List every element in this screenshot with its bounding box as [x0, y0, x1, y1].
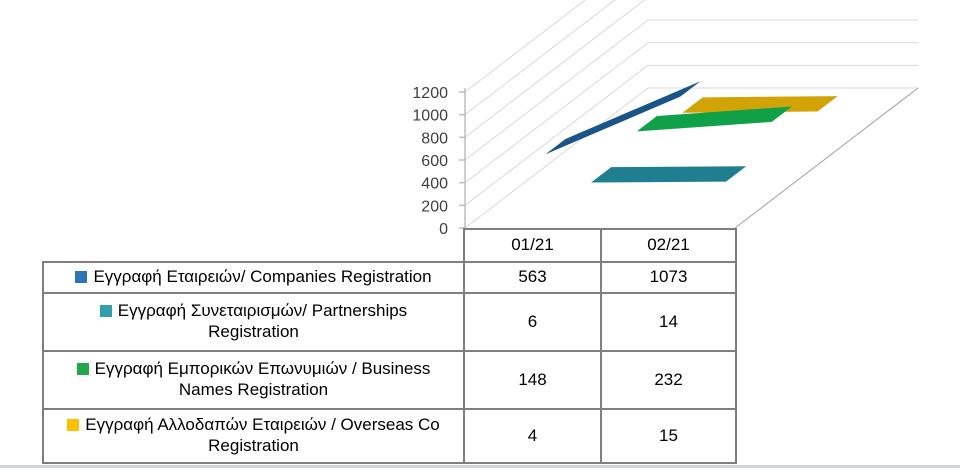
y-axis-tick-label: 1200 [412, 85, 448, 102]
value-overseas-co-0221: 15 [600, 408, 737, 464]
chart-data-table: 01/21 02/21 Εγγραφή Εταιρειών/ Companies… [42, 228, 737, 464]
value-business-names-0121: 148 [463, 350, 602, 410]
left-wall-gridline [464, 0, 587, 93]
y-axis-tick-label: 200 [421, 198, 448, 215]
value-companies-0221: 1073 [600, 261, 737, 294]
value-partnerships-0121: 6 [463, 292, 602, 352]
window-bottom-edge [0, 465, 960, 468]
table-header-row: 01/21 02/21 [43, 228, 737, 263]
column-header-0121: 01/21 [463, 228, 602, 263]
ribbon-overseas-co [682, 96, 838, 113]
series-label-companies: Εγγραφή Εταιρειών/ Companies Registratio… [93, 267, 432, 287]
legend-key-companies-icon [75, 271, 88, 284]
series-label-cell-business-names: Εγγραφή Εμπορικών Επωνυμιών / Business N… [42, 350, 465, 410]
series-label-overseas-co: Εγγραφή Αλλοδαπών Εταιρειών / Overseas C… [85, 415, 440, 455]
value-business-names-0221: 232 [600, 350, 737, 410]
left-wall-gridline [464, 0, 646, 138]
legend-key-overseas-co-icon [67, 419, 80, 432]
y-axis-tick-label: 800 [421, 130, 448, 147]
series-label-cell-partnerships: Εγγραφή Συνεταιρισμών/ Partnerships Regi… [42, 292, 465, 352]
left-wall-gridline [464, 42, 649, 184]
value-overseas-co-0121: 4 [463, 408, 602, 464]
y-axis-tick-label: 0 [439, 221, 448, 238]
table-row: Εγγραφή Εμπορικών Επωνυμιών / Business N… [42, 350, 737, 410]
value-companies-0121: 563 [463, 261, 602, 294]
value-partnerships-0221: 14 [600, 292, 737, 352]
ribbon-business-names [636, 106, 792, 132]
series-label-business-names: Εγγραφή Εμπορικών Επωνυμιών / Business N… [94, 359, 431, 399]
ribbon-partnerships [591, 166, 747, 183]
left-wall-gridline [464, 0, 616, 116]
series-label-cell-companies: Εγγραφή Εταιρειών/ Companies Registratio… [42, 261, 465, 294]
series-label-cell-overseas-co: Εγγραφή Αλλοδαπών Εταιρειών / Overseas C… [42, 408, 465, 464]
y-axis-tick-label: 400 [421, 176, 448, 193]
legend-key-business-names-icon [76, 363, 89, 376]
left-wall-gridline [464, 87, 649, 229]
ribbon-companies [545, 81, 701, 155]
column-header-0221: 02/21 [600, 228, 737, 263]
series-label-partnerships: Εγγραφή Συνεταιρισμών/ Partnerships Regi… [117, 301, 408, 341]
y-axis-tick-label: 1000 [412, 108, 448, 125]
left-wall-gridline [464, 19, 649, 161]
table-row: Εγγραφή Εταιρειών/ Companies Registratio… [42, 261, 737, 294]
table-row: Εγγραφή Αλλοδαπών Εταιρειών / Overseas C… [42, 408, 737, 464]
left-wall-gridline [464, 64, 649, 206]
table-row: Εγγραφή Συνεταιρισμών/ Partnerships Regi… [42, 292, 737, 352]
floor-right-edge [734, 87, 919, 229]
y-axis-tick-label: 600 [421, 153, 448, 170]
legend-key-partnerships-icon [99, 305, 112, 318]
table-corner-blank [43, 229, 464, 262]
